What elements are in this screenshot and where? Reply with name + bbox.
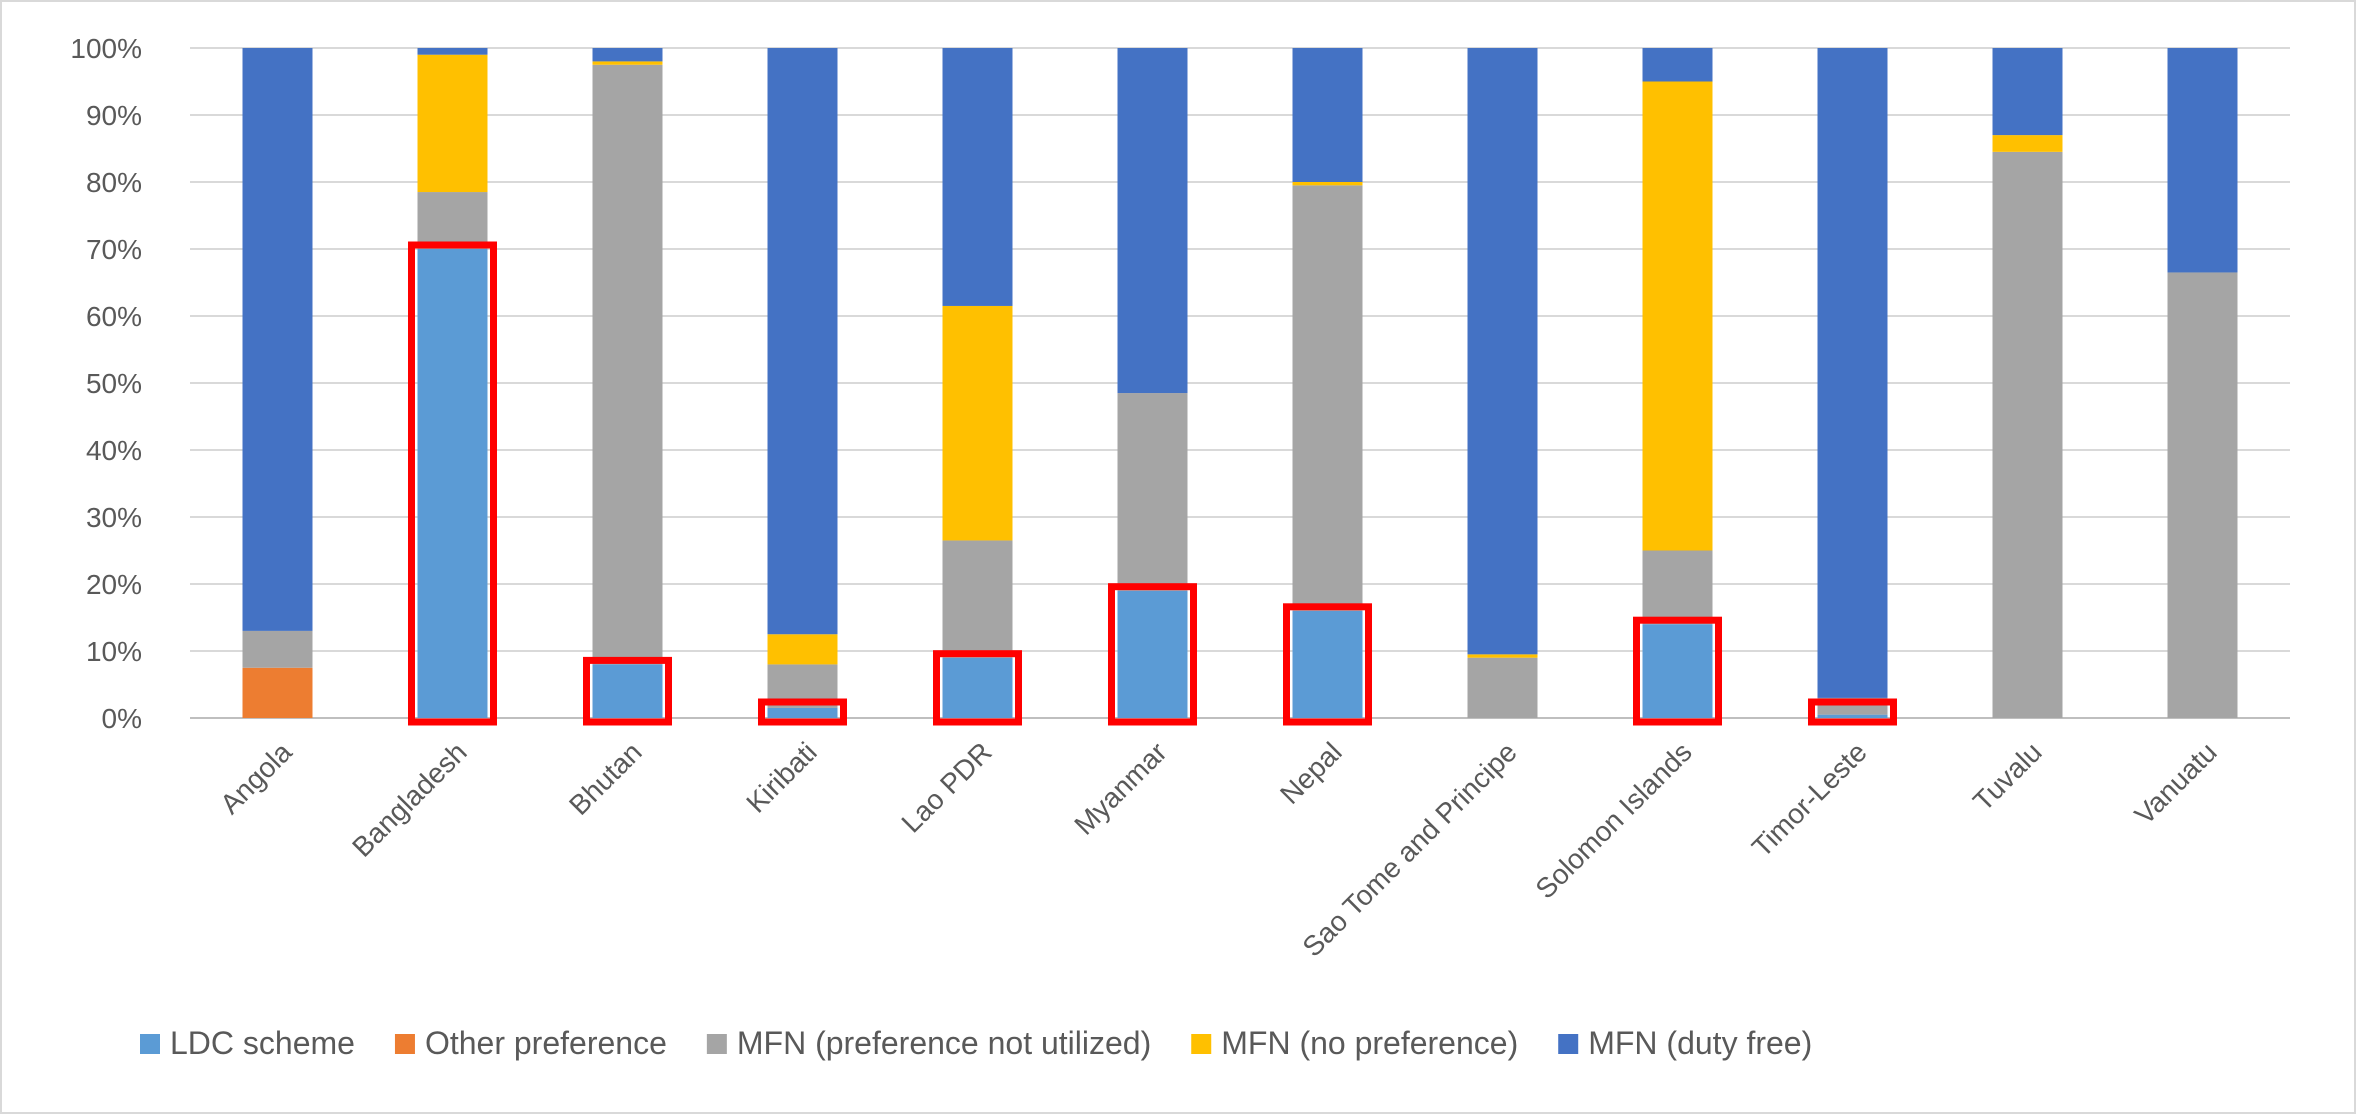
legend-item: MFN (preference not utilized)	[707, 1025, 1151, 1061]
bar-segment	[1468, 658, 1538, 718]
bar-segment	[1468, 654, 1538, 657]
bar-segment	[243, 48, 313, 631]
bar-segment	[1118, 48, 1188, 393]
legend-swatch	[707, 1034, 727, 1054]
gridlines	[190, 48, 2290, 718]
y-tick-label: 100%	[70, 33, 142, 64]
bar-segment	[943, 658, 1013, 718]
bar-segment	[593, 61, 663, 64]
bar-segment	[1993, 135, 2063, 152]
bar-segment	[1293, 48, 1363, 182]
legend-swatch	[1191, 1034, 1211, 1054]
bar-segment	[1643, 624, 1713, 718]
bar-segment	[1993, 48, 2063, 135]
bar-segment	[1468, 48, 1538, 654]
legend-label: LDC scheme	[170, 1025, 355, 1061]
bar-segment	[943, 306, 1013, 541]
category-label: Solomon Islands	[1529, 736, 1697, 904]
bar-segment	[1993, 152, 2063, 718]
category-label: Bangladesh	[346, 736, 473, 863]
y-tick-label: 90%	[86, 100, 142, 131]
bar-segment	[768, 708, 838, 718]
bar-segment	[1293, 182, 1363, 185]
bar-segment	[243, 668, 313, 718]
bar-segment	[418, 192, 488, 249]
bar-segment	[1293, 611, 1363, 718]
legend-label: MFN (duty free)	[1588, 1025, 1812, 1061]
y-tick-label: 60%	[86, 301, 142, 332]
category-label: Vanuatu	[2129, 736, 2223, 830]
bar-segment	[943, 540, 1013, 657]
bar-segment	[418, 48, 488, 55]
bar-segment	[943, 48, 1013, 306]
legend-swatch	[1558, 1034, 1578, 1054]
legend-item: MFN (duty free)	[1558, 1025, 1812, 1061]
y-tick-label: 0%	[102, 703, 142, 734]
legend-item: LDC scheme	[140, 1025, 355, 1061]
category-label: Bhutan	[563, 736, 648, 821]
bar-segment	[593, 48, 663, 61]
y-tick-label: 40%	[86, 435, 142, 466]
bar-segment	[593, 65, 663, 665]
y-tick-label: 80%	[86, 167, 142, 198]
bar-segment	[418, 55, 488, 192]
legend-label: MFN (preference not utilized)	[737, 1025, 1151, 1061]
bar-segment	[768, 48, 838, 634]
bar-segment	[243, 631, 313, 668]
bar-segment	[1818, 715, 1888, 718]
bar-segment	[1818, 48, 1888, 698]
category-label: Nepal	[1274, 736, 1348, 810]
category-label: Tuvalu	[1967, 736, 2048, 817]
category-label: Timor-Leste	[1746, 736, 1873, 863]
legend-label: MFN (no preference)	[1221, 1025, 1518, 1061]
category-label: Myanmar	[1068, 736, 1172, 840]
category-label: Kiribati	[740, 736, 822, 818]
bar-segment	[418, 249, 488, 718]
y-tick-label: 20%	[86, 569, 142, 600]
legend-swatch	[395, 1034, 415, 1054]
legend-item: MFN (no preference)	[1191, 1025, 1518, 1061]
bar-segment	[593, 664, 663, 718]
legend-swatch	[140, 1034, 160, 1054]
category-label: Lao PDR	[895, 736, 997, 838]
y-tick-label: 70%	[86, 234, 142, 265]
bar-segment	[1293, 185, 1363, 610]
category-label: Angola	[214, 736, 298, 820]
y-tick-label: 30%	[86, 502, 142, 533]
legend-label: Other preference	[425, 1025, 667, 1061]
bar-segment	[2168, 272, 2238, 718]
y-axis: 0% 10% 20% 30% 40% 50% 60% 70% 80% 90% 100%	[70, 33, 142, 734]
x-axis: Angola Bangladesh Bhutan Kiribati Lao PDR Mya…	[214, 736, 2223, 963]
legend: LDC scheme Other preference MFN (preferenc…	[140, 1025, 1812, 1061]
bar-segment	[1643, 48, 1713, 82]
bar-segment	[1118, 393, 1188, 591]
bar-segment	[1643, 82, 1713, 551]
bar-segment	[768, 634, 838, 664]
legend-item: Other preference	[395, 1025, 667, 1061]
bar-segment	[1643, 551, 1713, 625]
bar-segment	[2168, 48, 2238, 272]
y-tick-label: 10%	[86, 636, 142, 667]
y-tick-label: 50%	[86, 368, 142, 399]
bar-segment	[1118, 591, 1188, 718]
